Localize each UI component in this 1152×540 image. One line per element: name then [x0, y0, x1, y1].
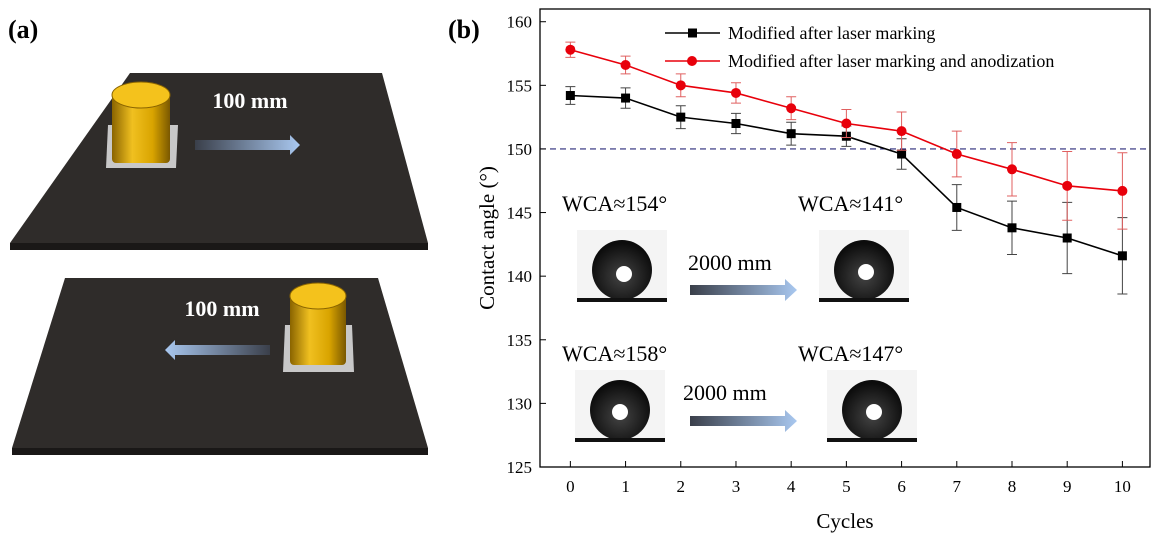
x-tick-label: 4	[787, 477, 796, 496]
weight-top	[290, 283, 346, 309]
x-tick-label: 6	[897, 477, 906, 496]
marker	[731, 88, 741, 98]
weight-top	[112, 82, 170, 108]
legend-marker	[688, 29, 697, 38]
marker	[786, 103, 796, 113]
marker	[1007, 164, 1017, 174]
x-tick-label: 1	[621, 477, 630, 496]
marker	[897, 126, 907, 136]
marker	[952, 149, 962, 159]
annotation: 2000 mm	[683, 380, 767, 405]
panel-label: (b)	[448, 15, 480, 44]
marker	[787, 129, 796, 138]
y-tick-label: 135	[507, 331, 533, 350]
marker	[841, 119, 851, 129]
figure: 100 mm 100 mm (a) (b) 125130135140145150…	[0, 0, 1152, 535]
marker	[566, 91, 575, 100]
legend-label: Modified after laser marking and anodiza…	[728, 51, 1054, 71]
marker	[1062, 181, 1072, 191]
y-tick-label: 160	[507, 13, 533, 32]
marker	[1007, 223, 1016, 232]
annotation: WCA≈147°	[798, 341, 903, 366]
x-tick-label: 9	[1063, 477, 1072, 496]
legend-marker	[687, 56, 697, 66]
y-axis-label: Contact angle (°)	[475, 166, 499, 310]
x-tick-label: 3	[732, 477, 741, 496]
legend-label: Modified after laser marking	[728, 23, 935, 43]
panel-label: (a)	[8, 15, 38, 44]
y-tick-label: 130	[507, 394, 533, 413]
y-tick-label: 155	[507, 76, 533, 95]
annotation: WCA≈141°	[798, 191, 903, 216]
marker	[621, 94, 630, 103]
marker	[1063, 234, 1072, 243]
marker	[1118, 251, 1127, 260]
x-tick-label: 0	[566, 477, 575, 496]
x-tick-label: 2	[677, 477, 686, 496]
marker	[897, 150, 906, 159]
marker	[1117, 186, 1127, 196]
y-tick-label: 150	[507, 140, 533, 159]
distance-label: 100 mm	[184, 296, 259, 321]
annotation: 2000 mm	[688, 250, 772, 275]
marker	[621, 60, 631, 70]
plate-edge	[12, 448, 428, 455]
y-tick-label: 145	[507, 204, 533, 223]
plate-edge	[10, 243, 428, 250]
marker	[676, 113, 685, 122]
x-tick-label: 10	[1114, 477, 1131, 496]
x-tick-label: 8	[1008, 477, 1017, 496]
marker	[565, 45, 575, 55]
annotation: WCA≈158°	[562, 341, 667, 366]
annotation: WCA≈154°	[562, 191, 667, 216]
marker	[952, 203, 961, 212]
marker	[676, 80, 686, 90]
illustration: 100 mm 100 mm	[10, 73, 428, 455]
y-tick-label: 140	[507, 267, 533, 286]
distance-label: 100 mm	[212, 88, 287, 113]
x-tick-label: 7	[953, 477, 962, 496]
marker	[731, 119, 740, 128]
y-tick-label: 125	[507, 458, 533, 477]
x-tick-label: 5	[842, 477, 851, 496]
x-axis-label: Cycles	[816, 509, 873, 533]
